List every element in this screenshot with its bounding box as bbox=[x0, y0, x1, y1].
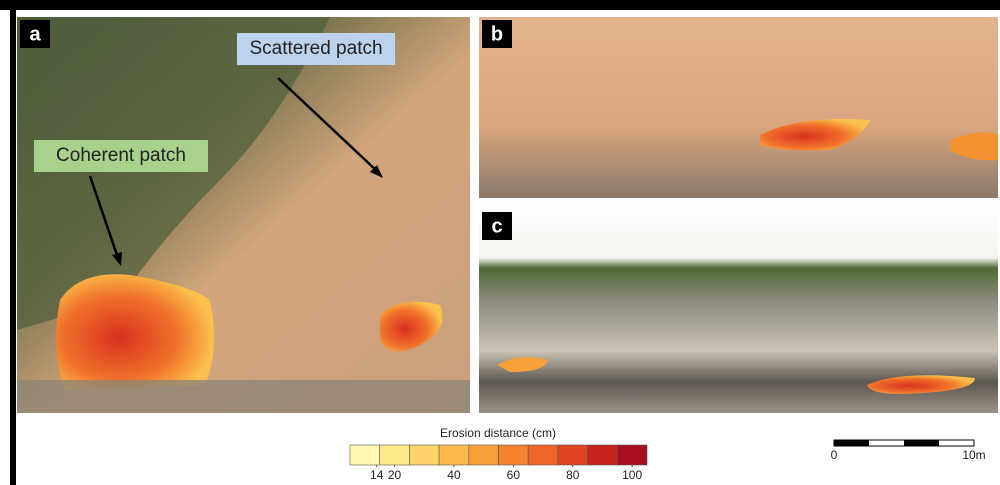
patch bbox=[950, 132, 998, 161]
panel-label: b bbox=[491, 23, 503, 45]
colorbar-block bbox=[587, 444, 618, 466]
arrow-head bbox=[370, 165, 383, 178]
patch bbox=[380, 301, 443, 352]
patch bbox=[760, 119, 870, 151]
colorbar-block bbox=[409, 444, 440, 466]
panel-label-box bbox=[20, 20, 50, 48]
colorbar-tick-label: 20 bbox=[388, 468, 402, 482]
colorbar-tick-label: 14 bbox=[370, 468, 384, 482]
panel-b-photo bbox=[479, 17, 998, 198]
colorbar-tick-label: 80 bbox=[566, 468, 580, 482]
scale-bar-segment bbox=[834, 440, 869, 446]
left-frame bbox=[10, 10, 16, 485]
colorbar-block bbox=[498, 444, 529, 466]
panel-label: a bbox=[29, 23, 41, 45]
annotation: Scattered patch bbox=[249, 38, 382, 59]
annotation: Coherent patch bbox=[56, 145, 186, 166]
colorbar-block bbox=[557, 444, 588, 466]
annotation-box bbox=[34, 140, 208, 172]
colorbar-block bbox=[349, 444, 381, 466]
coherent-patch bbox=[56, 274, 214, 390]
top-frame bbox=[0, 0, 1000, 10]
colorbar-tick-label: 100 bbox=[622, 468, 642, 482]
colorbar-block bbox=[616, 444, 648, 466]
scale-bar: 0 10m bbox=[831, 439, 986, 462]
scale-bar-segment bbox=[904, 440, 939, 446]
arrow bbox=[277, 77, 379, 173]
colorbar-block bbox=[468, 444, 499, 466]
panel-label-box bbox=[482, 20, 512, 48]
arrow bbox=[88, 175, 120, 259]
colorbar-block bbox=[527, 444, 559, 466]
colorbar-title: Erosion distance (cm) bbox=[440, 426, 556, 440]
colorbar-block bbox=[379, 444, 410, 466]
scale-label: 10m bbox=[962, 448, 985, 462]
panel-label: c bbox=[491, 215, 502, 237]
annotation-box bbox=[237, 33, 395, 65]
colorbar-tick-label: 40 bbox=[447, 468, 461, 482]
colorbar: 14 20 40 60 80 100 bbox=[349, 444, 648, 482]
colorbar-tick-label: 60 bbox=[507, 468, 521, 482]
patch bbox=[867, 375, 975, 394]
panel-label-box bbox=[482, 212, 512, 240]
arrow-head bbox=[112, 252, 122, 266]
beach-rocks bbox=[17, 380, 470, 413]
colorbar-block bbox=[438, 444, 470, 466]
patch bbox=[497, 356, 548, 372]
scale-label: 0 bbox=[831, 448, 838, 462]
vegetation bbox=[17, 17, 330, 330]
